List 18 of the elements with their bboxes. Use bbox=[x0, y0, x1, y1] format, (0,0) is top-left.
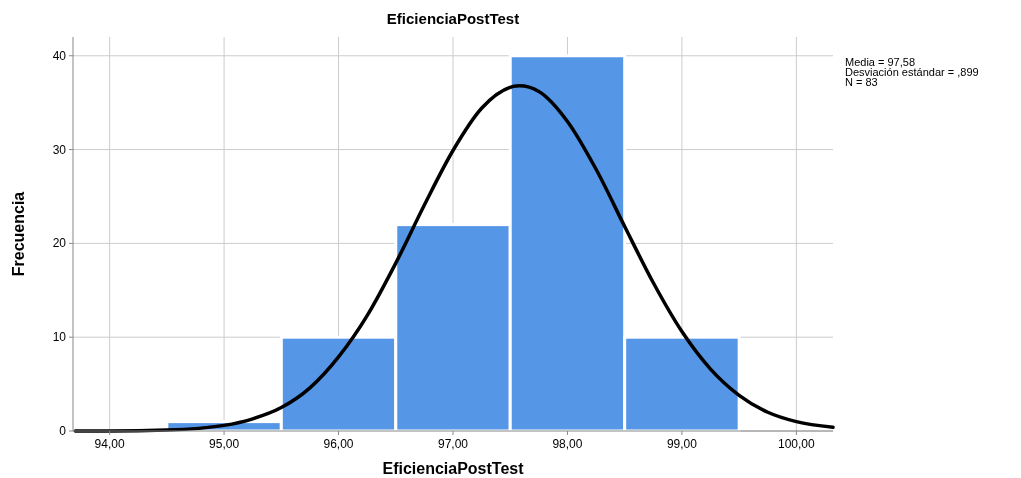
x-tick-label: 96,00 bbox=[323, 437, 354, 451]
x-tick-label: 95,00 bbox=[209, 437, 240, 451]
y-tick-label: 30 bbox=[52, 142, 67, 157]
x-tick-label: 100,00 bbox=[778, 437, 816, 451]
text: Media = 97,58 bbox=[845, 56, 916, 68]
y-tick-label: 20 bbox=[52, 236, 67, 251]
text: N = 83 bbox=[845, 76, 878, 88]
x-tick-label: 99,00 bbox=[666, 437, 698, 451]
y-axis-title: Frecuencia bbox=[10, 191, 27, 277]
y-tick-label: 40 bbox=[52, 48, 67, 63]
y-tick-label: 10 bbox=[52, 330, 67, 345]
text: Desviación estándar = ,899 bbox=[845, 66, 979, 78]
chart-title: EficienciaPostTest bbox=[386, 10, 520, 27]
x-tick-label: 97,00 bbox=[437, 437, 469, 451]
x-tick-label: 94,00 bbox=[94, 437, 125, 451]
x-axis-title: EficienciaPostTest bbox=[382, 460, 525, 477]
x-tick-label: 98,00 bbox=[552, 437, 583, 451]
y-tick-label: 0 bbox=[59, 424, 67, 438]
